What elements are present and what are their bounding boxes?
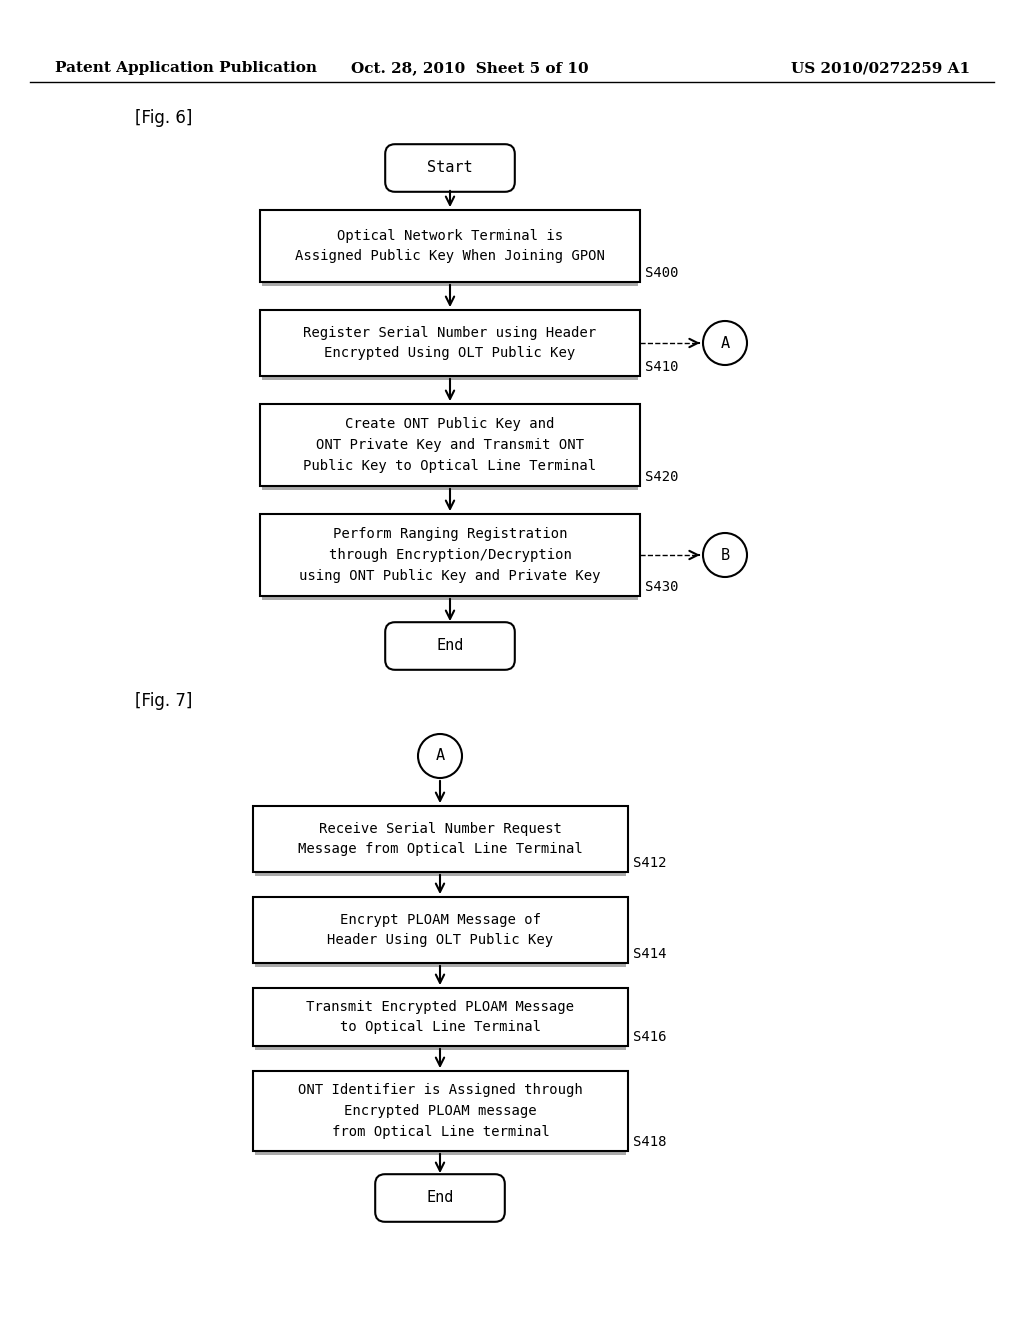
Text: Perform Ranging Registration
through Encryption/Decryption
using ONT Public Key : Perform Ranging Registration through Enc… <box>299 528 601 582</box>
Text: Encrypt PLOAM Message of
Header Using OLT Public Key: Encrypt PLOAM Message of Header Using OL… <box>328 912 554 948</box>
FancyBboxPatch shape <box>255 1045 626 1049</box>
Text: Start: Start <box>427 161 473 176</box>
Text: S410: S410 <box>645 360 679 374</box>
FancyBboxPatch shape <box>375 1175 505 1222</box>
Circle shape <box>703 321 746 366</box>
Text: Create ONT Public Key and
ONT Private Key and Transmit ONT
Public Key to Optical: Create ONT Public Key and ONT Private Ke… <box>303 417 597 473</box>
FancyBboxPatch shape <box>255 873 626 876</box>
Text: A: A <box>435 748 444 763</box>
FancyBboxPatch shape <box>253 898 628 964</box>
Text: [Fig. 6]: [Fig. 6] <box>135 110 193 127</box>
FancyBboxPatch shape <box>260 513 640 597</box>
Text: Optical Network Terminal is
Assigned Public Key When Joining GPON: Optical Network Terminal is Assigned Pub… <box>295 228 605 263</box>
Text: S416: S416 <box>633 1030 667 1044</box>
FancyBboxPatch shape <box>253 807 628 873</box>
Text: S420: S420 <box>645 470 679 484</box>
FancyBboxPatch shape <box>253 987 628 1045</box>
FancyBboxPatch shape <box>385 622 515 669</box>
Text: A: A <box>721 335 729 351</box>
Text: Oct. 28, 2010  Sheet 5 of 10: Oct. 28, 2010 Sheet 5 of 10 <box>351 61 589 75</box>
Text: S400: S400 <box>645 267 679 280</box>
Text: Register Serial Number using Header
Encrypted Using OLT Public Key: Register Serial Number using Header Encr… <box>303 326 597 360</box>
FancyBboxPatch shape <box>260 310 640 376</box>
FancyBboxPatch shape <box>262 282 638 286</box>
Circle shape <box>418 734 462 777</box>
FancyBboxPatch shape <box>255 964 626 968</box>
FancyBboxPatch shape <box>260 210 640 282</box>
Text: S414: S414 <box>633 946 667 961</box>
Text: Receive Serial Number Request
Message from Optical Line Terminal: Receive Serial Number Request Message fr… <box>298 821 583 857</box>
Text: US 2010/0272259 A1: US 2010/0272259 A1 <box>791 61 970 75</box>
FancyBboxPatch shape <box>262 486 638 490</box>
Text: End: End <box>436 639 464 653</box>
FancyBboxPatch shape <box>262 376 638 380</box>
Text: ONT Identifier is Assigned through
Encrypted PLOAM message
from Optical Line ter: ONT Identifier is Assigned through Encry… <box>298 1084 583 1139</box>
Text: S412: S412 <box>633 855 667 870</box>
Text: Transmit Encrypted PLOAM Message
to Optical Line Terminal: Transmit Encrypted PLOAM Message to Opti… <box>306 999 574 1035</box>
FancyBboxPatch shape <box>385 144 515 191</box>
FancyBboxPatch shape <box>262 597 638 601</box>
Text: End: End <box>426 1191 454 1205</box>
FancyBboxPatch shape <box>255 1151 626 1155</box>
Text: B: B <box>721 548 729 562</box>
Text: [Fig. 7]: [Fig. 7] <box>135 692 193 710</box>
FancyBboxPatch shape <box>260 404 640 486</box>
Text: S430: S430 <box>645 579 679 594</box>
Circle shape <box>703 533 746 577</box>
FancyBboxPatch shape <box>253 1071 628 1151</box>
Text: Patent Application Publication: Patent Application Publication <box>55 61 317 75</box>
Text: S418: S418 <box>633 1135 667 1148</box>
